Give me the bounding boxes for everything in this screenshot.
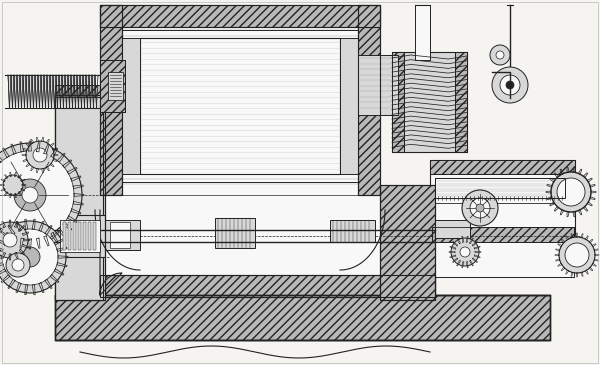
Bar xyxy=(88,222,91,250)
Bar xyxy=(435,220,470,238)
Circle shape xyxy=(470,198,490,218)
Bar xyxy=(55,95,105,300)
Circle shape xyxy=(6,253,30,277)
Bar xyxy=(93,222,96,250)
Circle shape xyxy=(0,143,82,247)
Bar xyxy=(415,5,430,60)
Bar xyxy=(392,52,404,152)
Bar xyxy=(432,227,574,242)
Bar xyxy=(108,72,123,100)
Bar xyxy=(8,76,96,107)
Bar xyxy=(110,222,130,248)
Bar xyxy=(83,222,86,250)
Circle shape xyxy=(460,247,470,257)
Circle shape xyxy=(0,221,66,293)
Bar xyxy=(430,160,575,174)
Circle shape xyxy=(22,187,38,203)
Bar xyxy=(340,38,358,174)
Bar xyxy=(55,95,105,300)
Bar xyxy=(100,5,380,27)
Bar xyxy=(122,38,140,174)
Bar xyxy=(100,275,435,297)
Bar xyxy=(100,5,122,195)
Bar xyxy=(430,160,575,174)
Circle shape xyxy=(565,243,589,267)
Circle shape xyxy=(20,247,40,267)
Circle shape xyxy=(551,172,591,212)
Bar xyxy=(100,220,140,250)
Bar xyxy=(380,185,435,300)
Circle shape xyxy=(3,175,23,195)
Bar xyxy=(55,295,550,340)
Circle shape xyxy=(26,141,54,169)
Bar xyxy=(100,190,435,305)
Circle shape xyxy=(559,237,595,273)
Bar xyxy=(55,95,103,300)
Bar xyxy=(380,185,435,300)
Bar xyxy=(100,60,125,112)
Bar xyxy=(68,222,71,250)
Circle shape xyxy=(2,229,58,285)
Bar xyxy=(392,52,404,152)
Circle shape xyxy=(33,148,47,162)
Bar xyxy=(55,215,105,257)
Bar xyxy=(55,85,103,97)
Bar xyxy=(122,27,358,195)
Bar xyxy=(358,5,380,195)
Circle shape xyxy=(3,233,17,247)
Circle shape xyxy=(506,81,514,89)
Bar xyxy=(358,55,398,115)
Bar xyxy=(455,52,467,152)
Circle shape xyxy=(500,75,520,95)
Circle shape xyxy=(0,222,28,258)
Circle shape xyxy=(0,151,74,239)
Circle shape xyxy=(492,67,528,103)
Circle shape xyxy=(451,238,479,266)
Bar xyxy=(60,220,100,252)
Circle shape xyxy=(12,259,24,271)
Bar xyxy=(215,218,255,248)
Bar xyxy=(78,222,81,250)
Bar xyxy=(63,222,66,250)
Circle shape xyxy=(476,204,484,212)
Circle shape xyxy=(496,51,504,59)
Bar xyxy=(100,5,122,195)
Bar xyxy=(140,38,340,174)
Bar xyxy=(432,227,574,242)
Bar xyxy=(435,178,565,203)
Bar xyxy=(55,295,550,340)
Bar xyxy=(100,5,380,27)
Bar xyxy=(435,178,565,198)
Circle shape xyxy=(490,45,510,65)
Circle shape xyxy=(557,178,585,206)
Bar xyxy=(55,95,103,300)
Bar xyxy=(100,275,435,297)
Bar xyxy=(330,220,375,242)
Bar xyxy=(358,5,380,195)
Circle shape xyxy=(462,190,498,226)
Bar xyxy=(73,222,76,250)
Bar xyxy=(432,227,574,277)
Bar xyxy=(100,60,125,112)
Circle shape xyxy=(14,179,46,211)
Bar xyxy=(392,52,467,152)
Bar xyxy=(455,52,467,152)
Bar xyxy=(430,160,575,235)
